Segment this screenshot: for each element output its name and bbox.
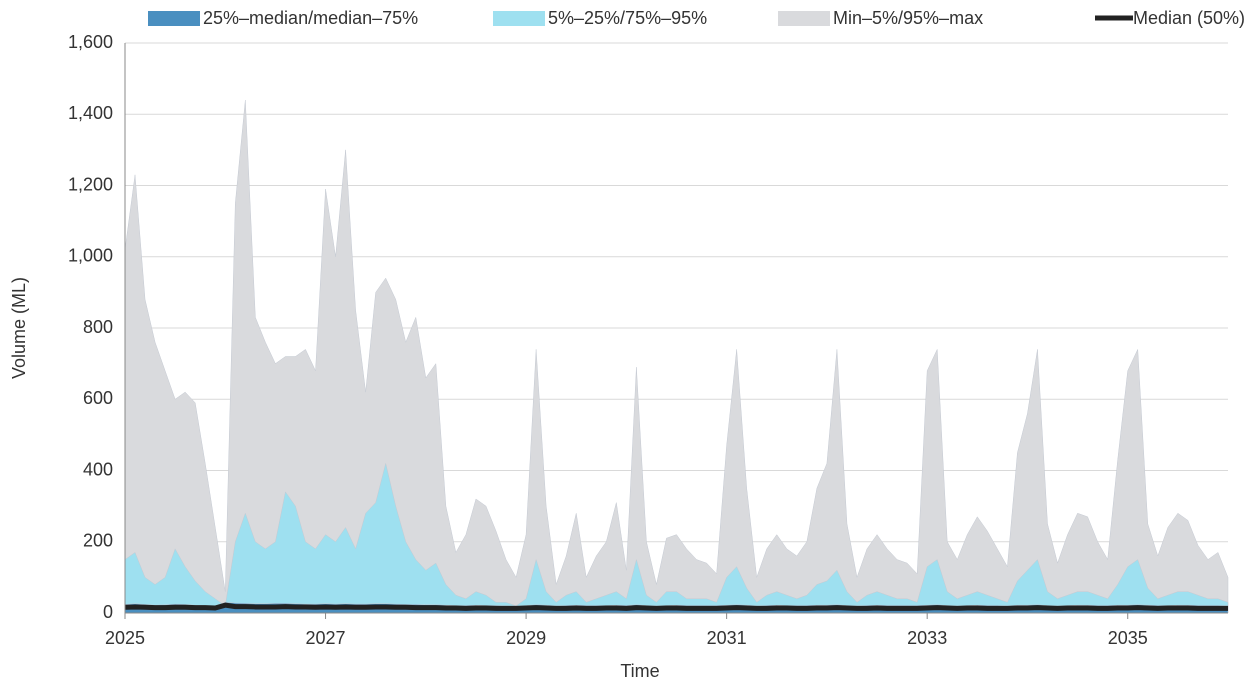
y-tick-label: 600 (83, 388, 113, 408)
y-axis-title: Volume (ML) (9, 277, 29, 379)
y-tick-label: 200 (83, 531, 113, 551)
legend-label: 5%–25%/75%–95% (548, 8, 707, 28)
legend-label: 25%–median/median–75% (203, 8, 418, 28)
y-tick-label: 400 (83, 459, 113, 479)
y-tick-label: 1,200 (68, 174, 113, 194)
y-tick-label: 1,600 (68, 32, 113, 52)
x-tick-label: 2033 (907, 628, 947, 648)
x-tick-label: 2031 (707, 628, 747, 648)
y-tick-label: 800 (83, 317, 113, 337)
y-tick-label: 1,400 (68, 103, 113, 123)
x-tick-label: 2025 (105, 628, 145, 648)
legend-swatch (778, 11, 830, 26)
x-axis-title: Time (620, 661, 659, 681)
plot-area (124, 99, 1229, 614)
y-tick-label: 0 (103, 602, 113, 622)
legend: 25%–median/median–75% 5%–25%/75%–95% Min–5… (148, 8, 1245, 28)
band-area (124, 99, 1229, 614)
legend-swatch (493, 11, 545, 26)
x-tick-label: 2027 (306, 628, 346, 648)
axes: 0 200 400 600 800 1,000 1,200 1,400 1,600 2025 202… (68, 32, 1228, 648)
y-tick-label: 1,000 (68, 246, 113, 266)
band-area (124, 463, 1229, 614)
legend-label: Min–5%/95%–max (833, 8, 983, 28)
x-tick-label: 2035 (1108, 628, 1148, 648)
x-tick-label: 2029 (506, 628, 546, 648)
legend-label: Median (50%) (1133, 8, 1245, 28)
legend-swatch (148, 11, 200, 26)
median-line (124, 602, 1228, 611)
